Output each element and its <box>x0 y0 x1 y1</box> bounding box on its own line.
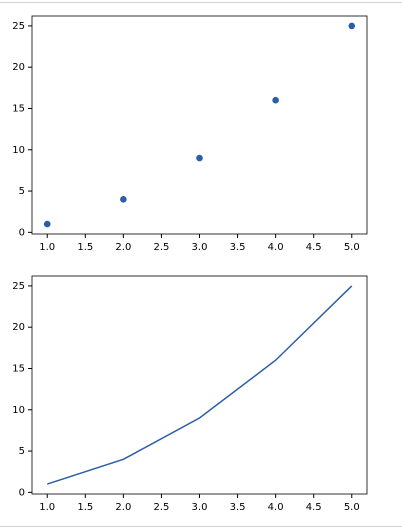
axes-frame <box>31 15 368 235</box>
x-tick-label: 2.5 <box>153 242 169 253</box>
point <box>348 22 356 30</box>
x-tick-label: 4.0 <box>268 242 284 253</box>
x-tick-label: 3.5 <box>230 502 246 513</box>
y-tick-label: 25 <box>12 21 25 32</box>
y-tick-label: 5 <box>19 446 25 457</box>
x-tick-label: 3.0 <box>192 242 208 253</box>
y-tick-label: 20 <box>12 322 25 333</box>
y-tick-label: 15 <box>12 103 25 114</box>
x-tick-label: 5.0 <box>344 502 360 513</box>
y-tick-label: 20 <box>12 62 25 73</box>
x-tick-label: 4.5 <box>306 242 322 253</box>
axes-frame <box>31 275 368 495</box>
x-tick-label: 3.5 <box>230 242 246 253</box>
point <box>272 96 279 104</box>
line <box>46 285 353 485</box>
point <box>196 154 203 162</box>
y-tick-label: 10 <box>12 405 25 416</box>
x-tick-label: 5.0 <box>344 242 360 253</box>
x-tick-label: 2.5 <box>153 502 169 513</box>
x-tick-label: 4.0 <box>268 502 284 513</box>
y-tick-label: 15 <box>12 363 25 374</box>
x-tick-label: 2.0 <box>115 502 131 513</box>
y-tick-label: 10 <box>12 145 25 156</box>
x-tick-label: 1.5 <box>77 502 93 513</box>
x-tick-label: 4.5 <box>306 502 322 513</box>
x-tick-label: 2.0 <box>115 242 131 253</box>
y-tick-label: 0 <box>19 487 25 498</box>
x-tick-label: 1.5 <box>77 242 93 253</box>
y-tick-label: 0 <box>19 227 25 238</box>
y-tick-label: 25 <box>12 281 25 292</box>
point <box>120 196 127 203</box>
y-tick-label: 5 <box>19 186 25 197</box>
point <box>43 220 51 228</box>
x-tick-label: 3.0 <box>192 502 208 513</box>
x-tick-label: 1.0 <box>39 502 55 513</box>
x-tick-label: 1.0 <box>39 242 55 253</box>
